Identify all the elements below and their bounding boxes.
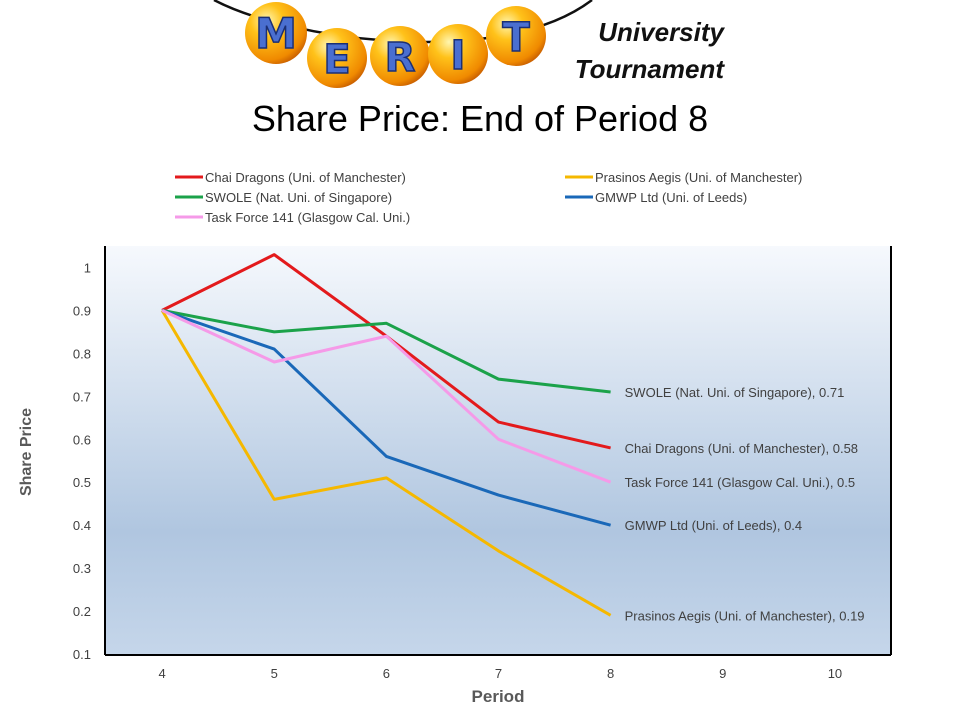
logo-letter: R <box>385 35 416 81</box>
logo-orb-t: T <box>486 6 546 66</box>
y-tick-label: 0.6 <box>73 432 91 447</box>
logo-subtitle-tournament: Tournament <box>575 54 726 84</box>
y-tick-label: 0.7 <box>73 389 91 404</box>
logo-orb-i: I <box>428 24 488 84</box>
y-tick-label: 0.8 <box>73 346 91 361</box>
y-tick-labels: 0.1 0.2 0.3 0.4 0.5 0.6 0.7 0.8 0.9 1 <box>73 260 91 662</box>
series-lines <box>160 253 612 617</box>
y-tick-label: 0.1 <box>73 647 91 662</box>
series-end-label: Chai Dragons (Uni. of Manchester), 0.58 <box>625 441 858 456</box>
x-tick-label: 7 <box>495 666 502 681</box>
logo-orb-m: M <box>245 2 307 64</box>
series-line-3 <box>161 308 611 394</box>
series-end-label: SWOLE (Nat. Uni. of Singapore), 0.71 <box>625 385 845 400</box>
series-line-2 <box>160 309 612 617</box>
legend-entry: Chai Dragons (Uni. of Manchester) <box>205 170 406 185</box>
x-tick-labels: 4 5 6 7 8 9 10 <box>158 666 842 681</box>
x-axis-title: Period <box>472 687 525 706</box>
series-end-label: GMWP Ltd (Uni. of Leeds), 0.4 <box>625 518 803 533</box>
x-tick-label: 4 <box>158 666 165 681</box>
logo-letter: E <box>323 37 350 83</box>
x-tick-label: 10 <box>828 666 842 681</box>
legend-entry: Task Force 141 (Glasgow Cal. Uni.) <box>205 210 410 225</box>
legend-entry: Prasinos Aegis (Uni. of Manchester) <box>595 170 802 185</box>
logo-letter: M <box>255 9 297 58</box>
x-tick-label: 5 <box>271 666 278 681</box>
logo-letter: T <box>502 15 530 61</box>
y-tick-label: 0.5 <box>73 475 91 490</box>
logo-orb-e: E <box>307 28 367 88</box>
logo-subtitle-university: University <box>598 17 725 47</box>
series-line-4 <box>161 308 611 527</box>
legend-entry: GMWP Ltd (Uni. of Leeds) <box>595 190 747 205</box>
plot-area <box>106 246 891 654</box>
slide-title: Share Price: End of Period 8 <box>251 98 709 139</box>
merit-logo: M E R I T University Tournament <box>213 0 726 88</box>
series-end-label: Prasinos Aegis (Uni. of Manchester), 0.1… <box>625 608 865 623</box>
series-end-labels: Chai Dragons (Uni. of Manchester), 0.58 P… <box>625 385 865 623</box>
y-tick-label: 0.9 <box>73 303 91 318</box>
legend: Chai Dragons (Uni. of Manchester) Prasino… <box>175 170 802 225</box>
series-line-5 <box>161 309 612 484</box>
legend-entry: SWOLE (Nat. Uni. of Singapore) <box>205 190 392 205</box>
y-tick-label: 1 <box>84 260 91 275</box>
y-axis-title: Share Price <box>18 408 35 496</box>
logo-letter: I <box>451 33 466 79</box>
y-tick-label: 0.3 <box>73 561 91 576</box>
x-tick-label: 9 <box>719 666 726 681</box>
logo-orb-r: R <box>370 26 430 86</box>
series-end-label: Task Force 141 (Glasgow Cal. Uni.), 0.5 <box>625 475 855 490</box>
y-tick-label: 0.2 <box>73 604 91 619</box>
x-tick-label: 6 <box>383 666 390 681</box>
x-tick-label: 8 <box>607 666 614 681</box>
y-tick-label: 0.4 <box>73 518 91 533</box>
